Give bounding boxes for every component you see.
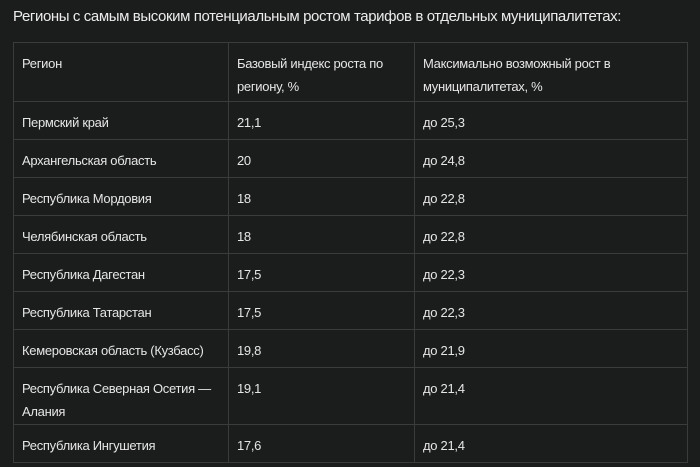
cell-region: Республика Мордовия [13,177,229,216]
table-row: Кемеровская область (Кузбасс) 19,8 до 21,9 [13,329,688,368]
cell-max-growth: до 22,8 [414,215,688,254]
tariff-table: Регион Базовый индекс роста по региону, … [13,42,688,463]
header-region: Регион [13,42,229,102]
table-row: Республика Татарстан 17,5 до 22,3 [13,291,688,330]
table-row: Челябинская область 18 до 22,8 [13,215,688,254]
cell-base-index: 19,1 [228,367,415,425]
cell-base-index: 19,8 [228,329,415,368]
cell-region: Республика Северная Осетия — Алания [13,367,229,425]
cell-region: Кемеровская область (Кузбасс) [13,329,229,368]
cell-max-growth: до 21,4 [414,367,688,425]
cell-max-growth: до 21,4 [414,424,688,463]
cell-region: Архангельская область [13,139,229,178]
cell-base-index: 18 [228,215,415,254]
cell-region: Республика Дагестан [13,253,229,292]
cell-base-index: 17,6 [228,424,415,463]
cell-max-growth: до 22,3 [414,291,688,330]
cell-max-growth: до 22,8 [414,177,688,216]
table-row: Республика Дагестан 17,5 до 22,3 [13,253,688,292]
table-row: Республика Ингушетия 17,6 до 21,4 [13,424,688,463]
cell-max-growth: до 24,8 [414,139,688,178]
cell-base-index: 18 [228,177,415,216]
header-max-growth: Максимально возможный рост в муниципалит… [414,42,688,102]
cell-max-growth: до 21,9 [414,329,688,368]
table-header-row: Регион Базовый индекс роста по региону, … [13,42,688,102]
cell-max-growth: до 25,3 [414,101,688,140]
table-row: Пермский край 21,1 до 25,3 [13,101,688,140]
cell-base-index: 21,1 [228,101,415,140]
header-base-index: Базовый индекс роста по региону, % [228,42,415,102]
cell-region: Республика Татарстан [13,291,229,330]
table-row: Республика Мордовия 18 до 22,8 [13,177,688,216]
cell-region: Республика Ингушетия [13,424,229,463]
table-row: Архангельская область 20 до 24,8 [13,139,688,178]
cell-region: Челябинская область [13,215,229,254]
cell-base-index: 17,5 [228,253,415,292]
cell-region: Пермский край [13,101,229,140]
cell-max-growth: до 22,3 [414,253,688,292]
cell-base-index: 17,5 [228,291,415,330]
table-row: Республика Северная Осетия — Алания 19,1 д… [13,367,688,425]
page-title: Регионы с самым высоким потенциальным ро… [13,8,622,25]
cell-base-index: 20 [228,139,415,178]
